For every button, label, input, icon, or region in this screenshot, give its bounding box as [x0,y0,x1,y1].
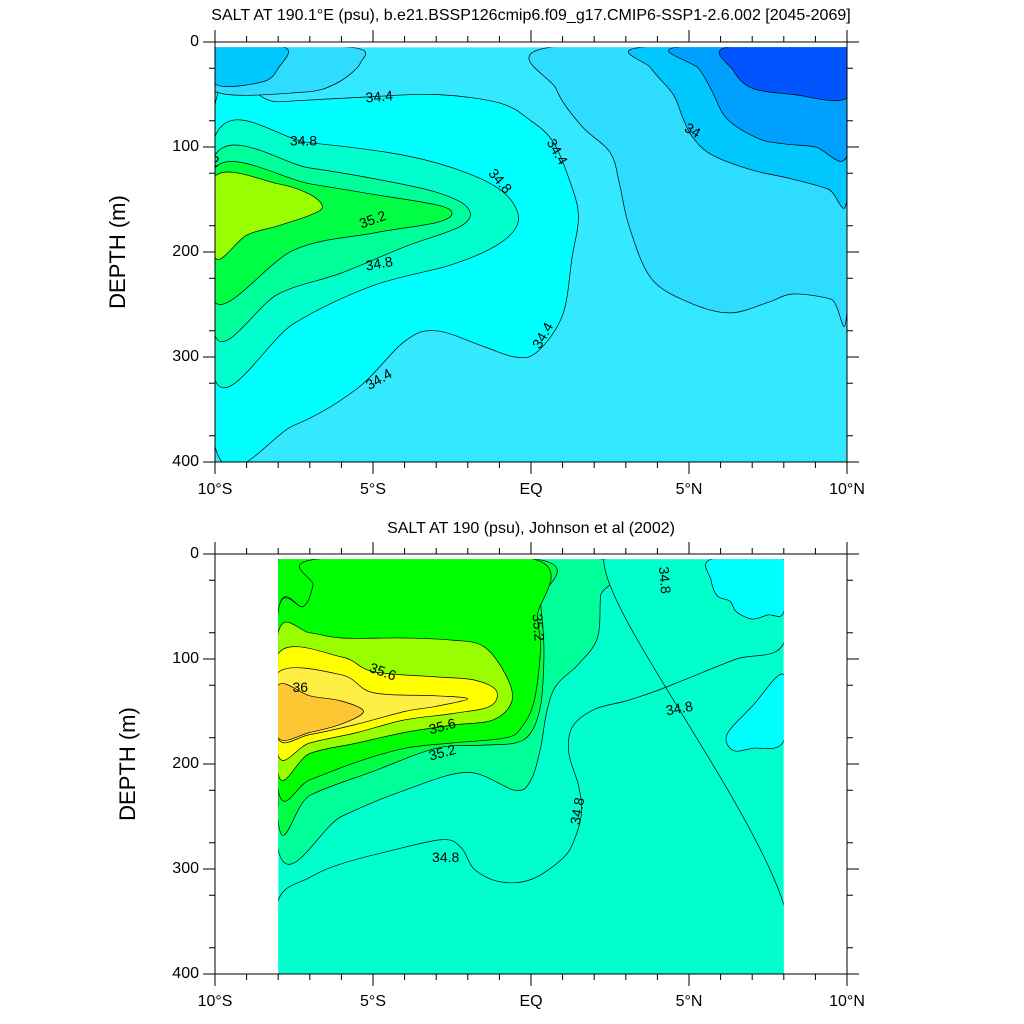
panel-title: SALT AT 190 (psu), Johnson et al (2002) [387,520,675,537]
y-axis-label: DEPTH (m) [105,195,130,309]
x-tick-label: 10°S [198,481,233,498]
y-tick-label: 100 [172,138,199,155]
contour-label: 34.8 [664,698,694,719]
contour-label: 34.8 [656,566,674,595]
panel-observations: SALT AT 190 (psu), Johnson et al (2002) … [115,520,865,1010]
y-tick-label: 0 [190,33,199,50]
contour-band-34.4-34.6 [725,673,784,752]
x-tick-label: 5°S [360,481,386,498]
contour-label: 34.8 [364,253,394,274]
axes: 0 100 200 300 400 10°S 5°S EQ 5°N 10°N [172,30,865,498]
contour-band-34.6-34.8 [278,559,784,974]
panel-model: SALT AT 190.1°E (psu), b.e21.BSSP126cmip… [105,7,865,498]
y-tick-label: 0 [190,545,199,562]
y-tick-label: 100 [172,650,199,667]
y-axis-label: DEPTH (m) [115,707,140,821]
panel-title: SALT AT 190.1°E (psu), b.e21.BSSP126cmip… [211,7,850,24]
contour-band-33.6-33.8 [718,47,847,102]
y-tick-label: 200 [172,243,199,260]
contour-label: 34.8 [567,796,588,826]
contour-label: 34 [682,119,704,141]
contour-band-36.0-36.2 [278,683,364,741]
x-tick-label: 10°N [829,481,865,498]
contour-band-35.2-35.4 [215,171,323,260]
contour-label: 36 [293,679,309,695]
y-tick-label: 200 [172,755,199,772]
y-tick-label: 300 [172,860,199,877]
x-tick-label: 5°N [676,993,703,1010]
x-tick-label: EQ [519,993,542,1010]
contour-label: 34.8 [290,132,317,148]
contour-label: 35.2 [529,613,547,642]
contour-label: 34.4 [365,87,394,105]
contour-band-34.0-34.2 [215,47,289,87]
y-tick-label: 400 [172,453,199,470]
y-tick-label: 300 [172,348,199,365]
axes: 0 100 200 300 400 10°S 5°S EQ 5°N 10°N [172,542,865,1010]
x-tick-label: 5°N [676,481,703,498]
contour-band-34.4-34.6 [705,559,784,620]
x-tick-label: EQ [519,481,542,498]
x-tick-label: 5°S [360,993,386,1010]
contour-label: 34.8 [432,849,459,865]
y-tick-label: 400 [172,965,199,982]
contour-label: 35.2 [191,149,221,170]
x-tick-label: 10°N [829,993,865,1010]
contour-label: 35.6 [427,715,458,738]
contour-label: 35.2 [427,741,458,764]
x-tick-label: 10°S [198,993,233,1010]
